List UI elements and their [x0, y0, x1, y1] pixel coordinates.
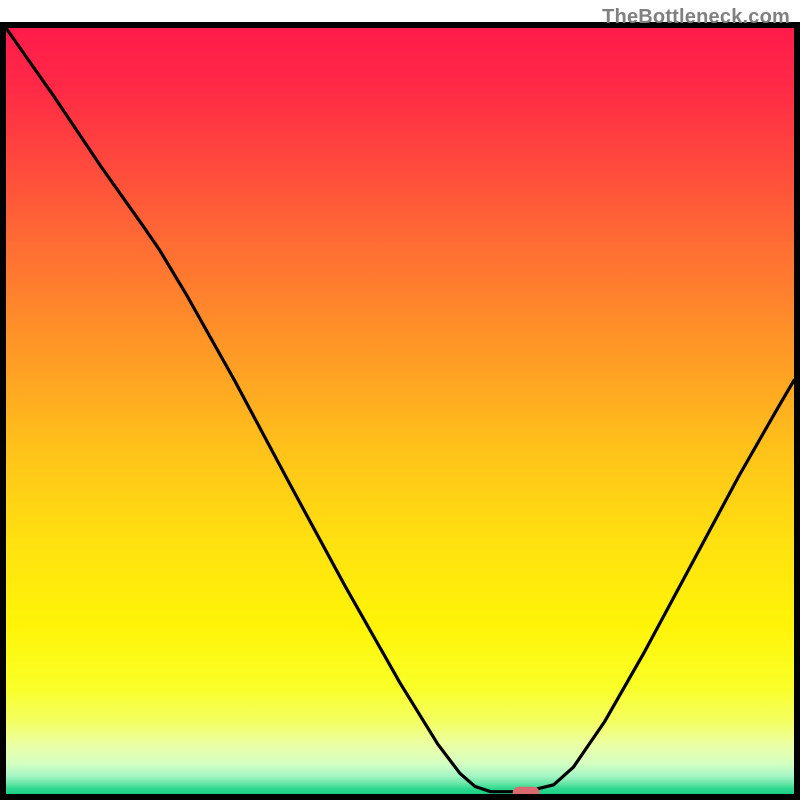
- watermark-text: TheBottleneck.com: [602, 6, 790, 29]
- bottleneck-chart: [0, 0, 800, 800]
- gradient-background: [6, 28, 794, 794]
